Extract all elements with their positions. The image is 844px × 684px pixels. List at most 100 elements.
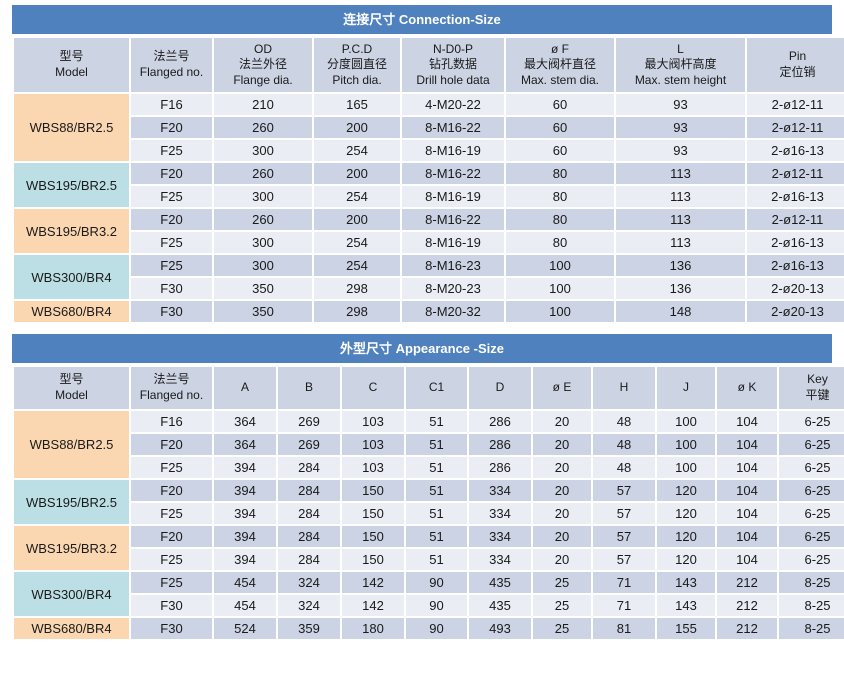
model-cell: WBS300/BR4 (14, 572, 129, 616)
data-cell: 8-M16-19 (402, 186, 504, 207)
data-cell: 57 (593, 480, 655, 501)
model-cell: WBS195/BR2.5 (14, 480, 129, 524)
data-cell: F20 (131, 480, 212, 501)
connection-size-header-row: 型号Model法兰号Flanged no.OD法兰外径Flange dia.P.… (14, 38, 844, 92)
table-row: F303502988-M20-231001362-ø20-13 (14, 278, 844, 299)
table-row: WBS300/BR4F253002548-M16-231001362-ø16-1… (14, 255, 844, 276)
connection-size-title: 连接尺寸 Connection-Size (343, 12, 500, 27)
data-cell: 150 (342, 549, 404, 570)
data-cell: 324 (278, 595, 340, 616)
column-header: C1 (406, 367, 467, 409)
connection-size-banner: 连接尺寸 Connection-Size (12, 5, 832, 34)
data-cell: 2-ø16-13 (747, 255, 844, 276)
data-cell: 2-ø12-11 (747, 209, 844, 230)
connection-size-table: 型号Model法兰号Flanged no.OD法兰外径Flange dia.P.… (12, 36, 844, 324)
data-cell: 100 (657, 457, 715, 478)
data-cell: 6-25 (779, 503, 844, 524)
table-row: F253002548-M16-19801132-ø16-13 (14, 232, 844, 253)
column-header: N-D0-P钻孔数据Drill hole data (402, 38, 504, 92)
data-cell: 269 (278, 411, 340, 432)
data-cell: 104 (717, 526, 777, 547)
model-cell: WBS88/BR2.5 (14, 94, 129, 161)
data-cell: 8-M16-22 (402, 209, 504, 230)
data-cell: F16 (131, 411, 212, 432)
data-cell: 20 (533, 411, 591, 432)
header-row: 型号Model法兰号Flanged no.OD法兰外径Flange dia.P.… (14, 38, 844, 92)
data-cell: 60 (506, 94, 614, 115)
header-row: 型号Model法兰号Flanged no.ABCC1Dø EHJø KKey平键 (14, 367, 844, 409)
data-cell: 113 (616, 232, 745, 253)
data-cell: 260 (214, 163, 312, 184)
data-cell: F30 (131, 595, 212, 616)
data-cell: 90 (406, 595, 467, 616)
data-cell: 350 (214, 301, 312, 322)
data-cell: 254 (314, 232, 400, 253)
data-cell: 20 (533, 480, 591, 501)
data-cell: 51 (406, 526, 467, 547)
table-row: WBS680/BR4F305243591809049325811552128-2… (14, 618, 844, 639)
data-cell: 8-M16-22 (402, 163, 504, 184)
column-header: ø E (533, 367, 591, 409)
data-cell: 48 (593, 457, 655, 478)
data-cell: 103 (342, 411, 404, 432)
data-cell: 334 (469, 480, 531, 501)
data-cell: 20 (533, 549, 591, 570)
data-cell: F25 (131, 186, 212, 207)
data-cell: 2-ø20-13 (747, 301, 844, 322)
data-cell: F25 (131, 255, 212, 276)
data-cell: 212 (717, 595, 777, 616)
data-cell: 100 (506, 255, 614, 276)
data-cell: 394 (214, 549, 276, 570)
column-header: 型号Model (14, 367, 129, 409)
table-row: F253002548-M16-19801132-ø16-13 (14, 186, 844, 207)
data-cell: 212 (717, 572, 777, 593)
data-cell: 20 (533, 526, 591, 547)
data-cell: 113 (616, 209, 745, 230)
column-header: ø F最大阀杆直径Max. stem dia. (506, 38, 614, 92)
data-cell: 493 (469, 618, 531, 639)
data-cell: 104 (717, 411, 777, 432)
data-cell: 2-ø12-11 (747, 163, 844, 184)
data-cell: 200 (314, 209, 400, 230)
data-cell: 20 (533, 503, 591, 524)
data-cell: 254 (314, 255, 400, 276)
data-cell: F20 (131, 117, 212, 138)
data-cell: 60 (506, 117, 614, 138)
column-header: L最大阀杆高度Max. stem height (616, 38, 745, 92)
data-cell: 6-25 (779, 549, 844, 570)
data-cell: 394 (214, 526, 276, 547)
data-cell: 300 (214, 140, 312, 161)
data-cell: 284 (278, 549, 340, 570)
data-cell: 71 (593, 595, 655, 616)
column-header: D (469, 367, 531, 409)
data-cell: 113 (616, 186, 745, 207)
data-cell: 142 (342, 572, 404, 593)
data-cell: 51 (406, 503, 467, 524)
appearance-size-table: 型号Model法兰号Flanged no.ABCC1Dø EHJø KKey平键… (12, 365, 844, 641)
data-cell: 364 (214, 434, 276, 455)
appearance-size-banner: 外型尺寸 Appearance -Size (12, 334, 832, 363)
model-cell: WBS680/BR4 (14, 301, 129, 322)
column-header: C (342, 367, 404, 409)
data-cell: 150 (342, 526, 404, 547)
table-row: WBS88/BR2.5F163642691035128620481001046-… (14, 411, 844, 432)
data-cell: 142 (342, 595, 404, 616)
data-cell: 435 (469, 572, 531, 593)
data-cell: F25 (131, 457, 212, 478)
data-cell: 93 (616, 117, 745, 138)
column-header: OD法兰外径Flange dia. (214, 38, 312, 92)
model-cell: WBS88/BR2.5 (14, 411, 129, 478)
data-cell: 269 (278, 434, 340, 455)
data-cell: 8-M16-22 (402, 117, 504, 138)
data-cell: 334 (469, 503, 531, 524)
data-cell: 120 (657, 526, 715, 547)
data-cell: 8-25 (779, 618, 844, 639)
data-cell: 180 (342, 618, 404, 639)
column-header: ø K (717, 367, 777, 409)
column-header: P.C.D分度圆直径Pitch dia. (314, 38, 400, 92)
data-cell: F25 (131, 572, 212, 593)
data-cell: 20 (533, 434, 591, 455)
data-cell: 165 (314, 94, 400, 115)
data-cell: 51 (406, 434, 467, 455)
data-cell: 20 (533, 457, 591, 478)
